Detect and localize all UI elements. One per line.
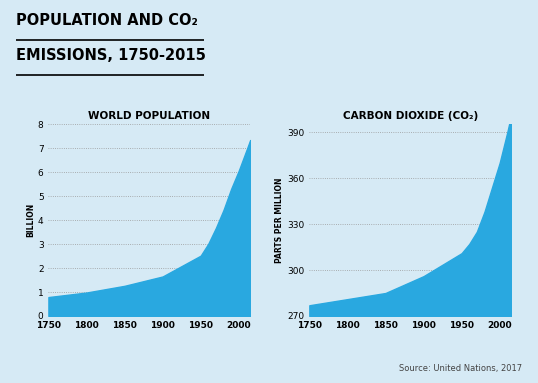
Text: Source: United Nations, 2017: Source: United Nations, 2017 (399, 365, 522, 373)
Title: CARBON DIOXIDE (CO₂): CARBON DIOXIDE (CO₂) (343, 111, 478, 121)
Y-axis label: PARTS PER MILLION: PARTS PER MILLION (275, 177, 285, 263)
Text: POPULATION AND CO₂: POPULATION AND CO₂ (16, 13, 198, 28)
Text: EMISSIONS, 1750-2015: EMISSIONS, 1750-2015 (16, 48, 206, 63)
Y-axis label: BILLION: BILLION (26, 203, 35, 237)
Title: WORLD POPULATION: WORLD POPULATION (88, 111, 210, 121)
